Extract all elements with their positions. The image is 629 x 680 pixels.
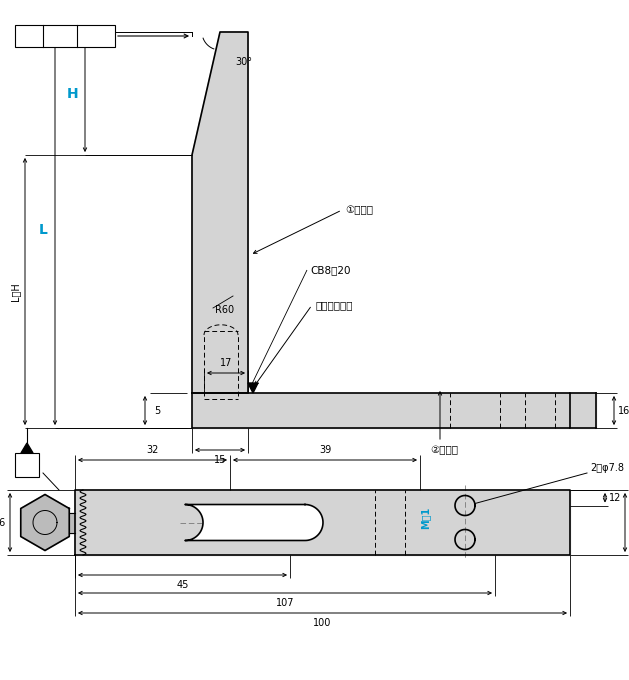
Text: 45: 45 xyxy=(176,580,189,590)
Text: 2－C3: 2－C3 xyxy=(15,463,40,473)
Text: 107: 107 xyxy=(276,598,294,608)
Text: ②安装板: ②安装板 xyxy=(430,445,458,455)
Text: 12: 12 xyxy=(609,493,621,503)
Polygon shape xyxy=(75,490,570,555)
Text: H: H xyxy=(67,86,79,101)
Polygon shape xyxy=(192,393,570,428)
Text: 15: 15 xyxy=(214,455,226,465)
Polygon shape xyxy=(21,443,33,453)
Text: CB8－20: CB8－20 xyxy=(310,265,350,275)
Text: A: A xyxy=(92,31,99,41)
Polygon shape xyxy=(248,383,258,393)
Text: R60: R60 xyxy=(215,305,234,315)
Polygon shape xyxy=(21,494,69,551)
Text: 17: 17 xyxy=(220,358,232,368)
Text: 0.5: 0.5 xyxy=(52,31,68,41)
Bar xyxy=(15,25,115,47)
Text: 30°: 30° xyxy=(235,57,252,67)
Polygon shape xyxy=(45,513,75,532)
Text: ⊥: ⊥ xyxy=(24,31,34,41)
Text: 2－φ7.8: 2－φ7.8 xyxy=(590,463,624,473)
Text: ①导向部: ①导向部 xyxy=(345,205,373,215)
Text: 39: 39 xyxy=(319,445,331,455)
Bar xyxy=(15,453,39,477)
Text: L－H: L－H xyxy=(10,282,20,301)
Text: A: A xyxy=(23,460,31,470)
Text: 16: 16 xyxy=(618,405,629,415)
Text: 32: 32 xyxy=(147,445,159,455)
Polygon shape xyxy=(185,505,323,541)
Text: 5: 5 xyxy=(154,405,160,415)
Text: 焊接（全周）: 焊接（全周） xyxy=(315,300,352,310)
Text: 100: 100 xyxy=(313,618,331,628)
Text: 16: 16 xyxy=(0,517,6,528)
Polygon shape xyxy=(192,32,248,393)
Text: L: L xyxy=(38,223,47,237)
Text: M＋1: M＋1 xyxy=(420,507,430,528)
Polygon shape xyxy=(570,393,596,428)
